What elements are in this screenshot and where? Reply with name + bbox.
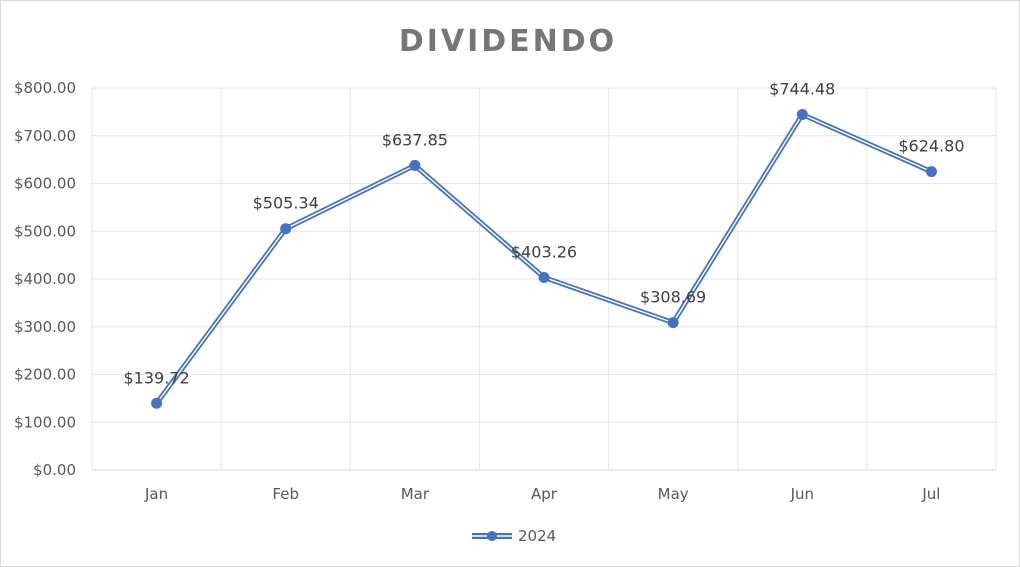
data-label: $139.72	[123, 368, 189, 387]
y-tick-label: $800.00	[14, 79, 76, 97]
x-tick-label: May	[658, 485, 689, 503]
data-label: $744.48	[769, 80, 835, 99]
data-labels: $139.72 $505.34 $637.85 $403.26 $308.69 $744.…	[123, 80, 964, 388]
data-point	[667, 317, 679, 329]
series-2024	[151, 109, 937, 409]
legend-label: 2024	[518, 527, 556, 545]
y-tick-label: $100.00	[14, 413, 76, 431]
data-point	[796, 109, 808, 121]
y-tick-label: $600.00	[14, 175, 76, 193]
gridlines	[91, 87, 997, 471]
data-point	[151, 397, 163, 409]
legend: 2024	[472, 527, 556, 545]
y-axis-ticks: $0.00 $100.00 $200.00 $300.00 $400.00 $500.00…	[14, 79, 76, 479]
y-tick-label: $700.00	[14, 127, 76, 145]
y-tick-label: $300.00	[14, 318, 76, 336]
data-point	[280, 223, 292, 235]
data-point	[538, 271, 550, 283]
x-tick-label: Apr	[531, 485, 558, 503]
y-tick-label: $400.00	[14, 270, 76, 288]
data-point	[409, 159, 421, 171]
data-label: $637.85	[382, 130, 448, 149]
x-tick-label: Jul	[921, 485, 940, 503]
x-tick-label: Feb	[272, 485, 299, 503]
data-label: $505.34	[253, 194, 319, 213]
x-tick-label: Mar	[401, 485, 430, 503]
x-tick-label: Jun	[790, 485, 814, 503]
y-tick-label: $200.00	[14, 366, 76, 384]
data-point	[925, 166, 937, 178]
legend-marker	[487, 531, 497, 541]
chart-title: DIVIDENDO	[399, 24, 617, 59]
x-axis-ticks: Jan Feb Mar Apr May Jun Jul	[144, 485, 940, 503]
data-label: $624.80	[898, 137, 964, 156]
data-label: $403.26	[511, 242, 577, 261]
data-label: $308.69	[640, 288, 706, 307]
y-tick-label: $0.00	[33, 461, 76, 479]
y-tick-label: $500.00	[14, 222, 76, 240]
x-tick-label: Jan	[144, 485, 168, 503]
